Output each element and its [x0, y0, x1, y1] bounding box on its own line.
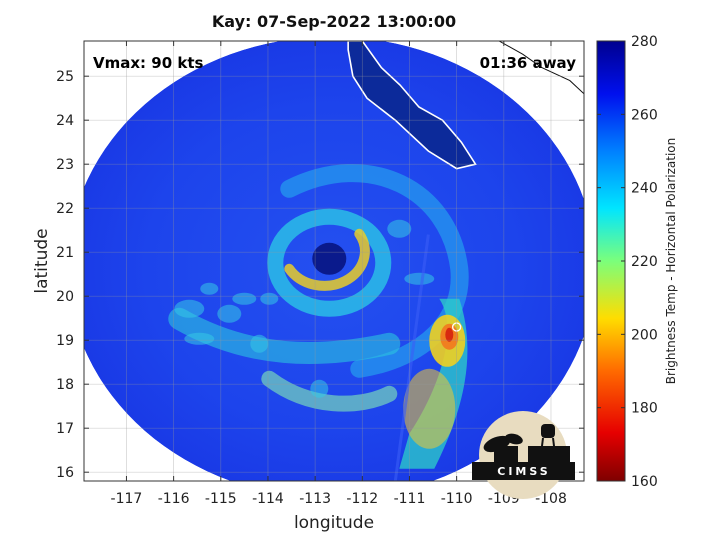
- y-tick-label: 25: [56, 69, 74, 85]
- swath-seam: [393, 234, 430, 481]
- convective-cell: [232, 292, 257, 305]
- y-tick-label: 21: [56, 245, 74, 261]
- colorbar-ticks: 160 180 200 220 240 260 280: [597, 34, 658, 490]
- colorbar: [596, 40, 626, 482]
- colorbar-tick-label: 180: [631, 401, 658, 417]
- convective-cell: [404, 272, 435, 285]
- satellite-dish-icon: [483, 433, 523, 462]
- y-tick-label: 24: [56, 113, 74, 129]
- colorbar-tick-label: 280: [631, 34, 658, 50]
- socorro-island: [451, 322, 462, 332]
- y-tick-label: 23: [56, 157, 74, 173]
- y-tick-label: 17: [56, 421, 74, 437]
- x-axis-label: longitude: [294, 513, 374, 533]
- baja-peninsula: [347, 41, 477, 170]
- convective-cell: [387, 219, 412, 238]
- y-tick-label: 22: [56, 201, 74, 217]
- y-tick-label: 16: [56, 465, 74, 481]
- x-tick-label: -108: [535, 491, 567, 507]
- x-tick-label: -115: [205, 491, 237, 507]
- x-axis-ticks: -117 -116 -115 -114 -113 -112 -111 -110 -109 -108: [111, 41, 567, 507]
- x-tick-label: -117: [111, 491, 143, 507]
- logo-text: CIMSS: [497, 465, 550, 478]
- x-tick-label: -112: [346, 491, 378, 507]
- plot-title: Kay: 07-Sep-2022 13:00:00: [211, 12, 457, 31]
- baja-california-coastline: [347, 41, 584, 332]
- y-tick-label: 20: [56, 289, 74, 305]
- logo-banner: [472, 462, 575, 480]
- colorbar-tick-label: 220: [631, 254, 658, 270]
- southern-rain-band: [168, 307, 401, 364]
- convective-cell: [260, 292, 279, 305]
- water-tower-icon: [528, 424, 570, 463]
- x-tick-label: -113: [299, 491, 331, 507]
- y-tick-label: 19: [56, 333, 74, 349]
- x-tick-label: -111: [394, 491, 426, 507]
- colorbar-tick-label: 260: [631, 107, 658, 123]
- convective-cell: [250, 334, 269, 353]
- time-away-annotation: 01:36 away: [480, 54, 577, 72]
- southern-band-warm: [261, 370, 398, 412]
- colorbar-label: Brightness Temp - Horizontal Polarizatio…: [664, 138, 678, 385]
- x-tick-label: -110: [441, 491, 473, 507]
- colorbar-tick-label: 240: [631, 181, 658, 197]
- y-axis-label: latitude: [32, 228, 52, 293]
- x-tick-label: -116: [158, 491, 190, 507]
- colorbar-tick-label: 160: [631, 474, 658, 490]
- southeast-band-warm: [403, 368, 456, 449]
- colorbar-tick-label: 200: [631, 327, 658, 343]
- hurricane-eye: [312, 242, 347, 275]
- convective-cell: [200, 282, 219, 295]
- y-tick-label: 18: [56, 377, 74, 393]
- axes-frame: [83, 40, 585, 482]
- inner-eyewall-warm: [284, 228, 370, 291]
- convective-cell: [174, 299, 205, 318]
- cimss-logo: CIMSS: [472, 411, 575, 499]
- gridlines: [84, 41, 584, 481]
- x-tick-label: -114: [252, 491, 284, 507]
- outer-rain-band: [280, 164, 469, 378]
- mainland-coastline: [498, 41, 584, 95]
- outer-eyewall: [267, 208, 392, 317]
- vmax-annotation: Vmax: 90 kts: [93, 54, 203, 72]
- convective-cell: [310, 379, 329, 398]
- y-axis-ticks: 16 17 18 19 20 21 22 23 24 25: [56, 69, 584, 481]
- convective-cell: [217, 304, 242, 323]
- storm-features: [168, 164, 469, 481]
- convective-cell: [184, 332, 215, 345]
- eastern-hot-spot-core: [445, 327, 454, 342]
